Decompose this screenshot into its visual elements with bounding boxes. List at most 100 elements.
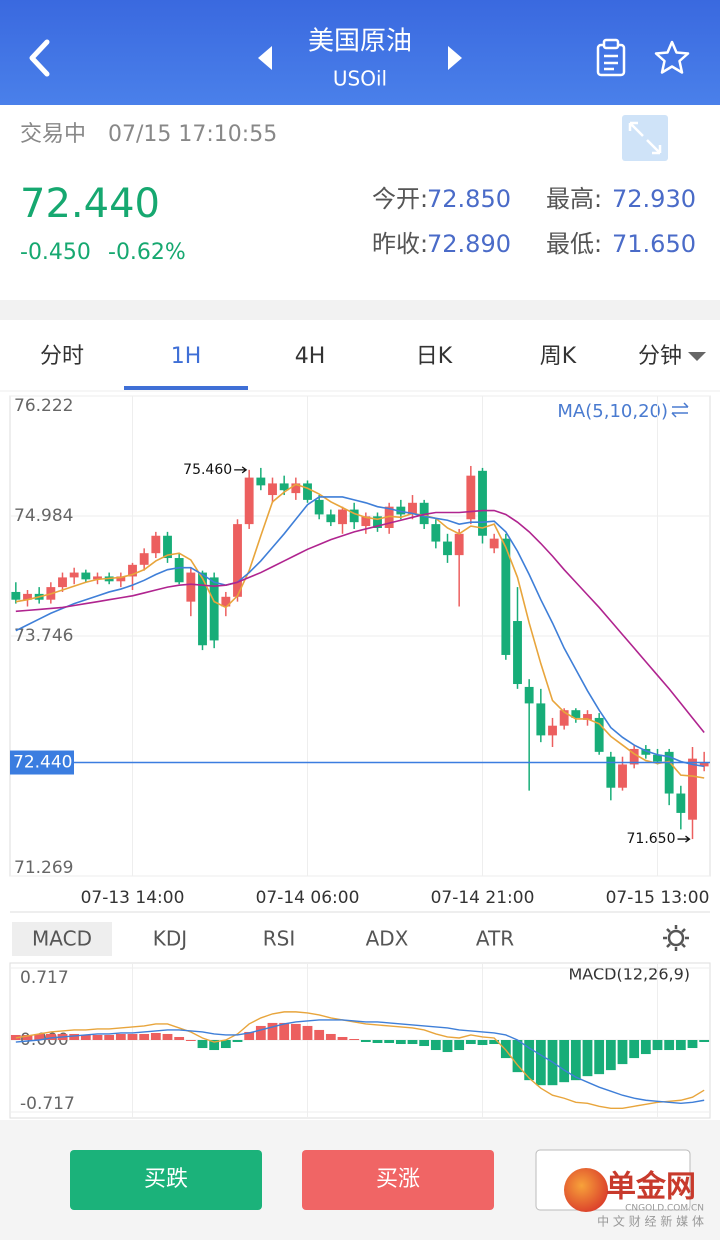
- macd-bar: [290, 1023, 301, 1040]
- next-symbol[interactable]: [448, 46, 462, 70]
- ma-legend[interactable]: MA(5,10,20): [557, 401, 668, 422]
- macd-bar: [384, 1040, 395, 1044]
- watermark-brand: 单金网: [606, 1170, 696, 1205]
- stat-label: 今开:: [372, 185, 428, 213]
- macd-bar: [454, 1040, 465, 1051]
- buy-button[interactable]: [302, 1150, 494, 1210]
- macd-bar: [489, 1040, 500, 1045]
- macd-bar: [337, 1036, 348, 1040]
- macd-bar: [652, 1040, 663, 1051]
- macd-bar: [640, 1040, 651, 1055]
- period-tab[interactable]: 4H: [295, 344, 326, 369]
- stat-label: 最低:: [546, 230, 602, 258]
- macd-bar: [34, 1033, 45, 1040]
- macd-bar: [360, 1040, 371, 1043]
- candle-body: [466, 475, 476, 520]
- extreme-arrow: [234, 466, 248, 474]
- sell-button[interactable]: [70, 1150, 262, 1210]
- period-tab[interactable]: 日K: [416, 344, 453, 369]
- candle-body: [443, 541, 452, 556]
- extreme-label: 75.460: [183, 462, 232, 478]
- macd-bar: [687, 1040, 698, 1049]
- candle-body: [291, 483, 301, 494]
- candle-body: [326, 514, 336, 523]
- candle-body: [268, 483, 277, 496]
- macd-bar: [629, 1040, 640, 1059]
- macd-bar: [279, 1022, 290, 1040]
- period-tab[interactable]: 周K: [540, 344, 577, 369]
- candle-body: [653, 754, 662, 762]
- candle-body: [699, 762, 709, 767]
- macd-bar: [209, 1040, 220, 1051]
- macd-bar: [244, 1031, 255, 1040]
- indicator-tab[interactable]: ATR: [476, 927, 514, 951]
- candle-body: [23, 593, 32, 600]
- settings-button[interactable]: [663, 925, 689, 951]
- extreme-label: 71.650: [627, 831, 676, 847]
- candle-body: [81, 572, 91, 580]
- candle-body: [11, 591, 21, 600]
- x-tick-label: 07-13 14:00: [81, 888, 185, 908]
- x-tick-label: 07-15 13:00: [606, 888, 710, 908]
- candle-body: [559, 710, 569, 726]
- period-tab[interactable]: 分钟: [638, 344, 682, 369]
- indicator-tab[interactable]: ADX: [366, 927, 409, 951]
- price-change: -0.450: [20, 240, 91, 265]
- candle-body: [209, 577, 219, 641]
- macd-bar: [699, 1040, 710, 1043]
- candle-body: [186, 572, 196, 602]
- y-tick-label: 73.746: [14, 626, 73, 646]
- symbol-title: 美国原油: [308, 27, 412, 57]
- symbol-code: USOil: [333, 67, 387, 91]
- extreme-arrow: [677, 835, 691, 843]
- separator: [0, 300, 720, 320]
- candle-body: [174, 558, 184, 583]
- favorite-button[interactable]: [654, 40, 690, 74]
- macd-bar: [267, 1022, 278, 1040]
- candle-body: [524, 686, 534, 704]
- macd-bar: [185, 1040, 196, 1041]
- y-tick-label: 74.984: [14, 506, 73, 526]
- watermark-logo: [564, 1168, 608, 1212]
- period-tab[interactable]: 分时: [40, 344, 84, 369]
- candle-body: [256, 477, 266, 486]
- ma-settings-icon[interactable]: [671, 402, 689, 418]
- candle-body: [513, 621, 522, 685]
- macd-bar: [535, 1040, 546, 1086]
- candle-body: [664, 751, 674, 794]
- indicator-tab[interactable]: RSI: [263, 927, 296, 951]
- watermark-slogan: 中 文 财 经 新 媒 体: [597, 1214, 704, 1229]
- indicator-line: [15, 509, 705, 733]
- macd-bar: [127, 1033, 138, 1040]
- buy-button-label[interactable]: 买涨: [376, 1167, 420, 1192]
- candle-body: [688, 758, 697, 820]
- stat-label: 最高:: [546, 185, 602, 213]
- macd-bar: [349, 1038, 360, 1040]
- watermark-domain: CNGOLD.COM.CN: [625, 1204, 704, 1214]
- candle-body: [676, 793, 686, 813]
- candle-body: [151, 535, 161, 554]
- candle-body: [431, 524, 441, 542]
- macd-bar: [92, 1034, 103, 1040]
- prev-symbol[interactable]: [258, 46, 272, 70]
- macd-bar: [559, 1040, 570, 1083]
- fullscreen-button[interactable]: [622, 115, 668, 161]
- sell-button-label[interactable]: 买跌: [144, 1167, 188, 1192]
- notes-button[interactable]: [596, 38, 626, 77]
- period-tab[interactable]: 1H: [171, 344, 202, 369]
- indicator-tab[interactable]: MACD: [32, 927, 92, 951]
- macd-bar: [407, 1040, 418, 1045]
- indicator-line: [15, 496, 705, 768]
- macd-bar: [22, 1034, 33, 1040]
- back-button[interactable]: [29, 39, 50, 77]
- macd-bar: [664, 1040, 675, 1051]
- stat-value: 72.850: [427, 185, 511, 213]
- macd-bar: [465, 1040, 476, 1045]
- macd-bar: [220, 1040, 231, 1049]
- indicator-tab[interactable]: KDJ: [153, 927, 187, 951]
- macd-bar: [69, 1033, 80, 1040]
- plot-layer: 07-13 14:00 07-14 06:00 07-14 21:00 07-15 1…: [10, 395, 710, 1118]
- candle-body: [489, 538, 499, 549]
- macd-bar: [80, 1034, 91, 1040]
- candle-body: [233, 524, 242, 597]
